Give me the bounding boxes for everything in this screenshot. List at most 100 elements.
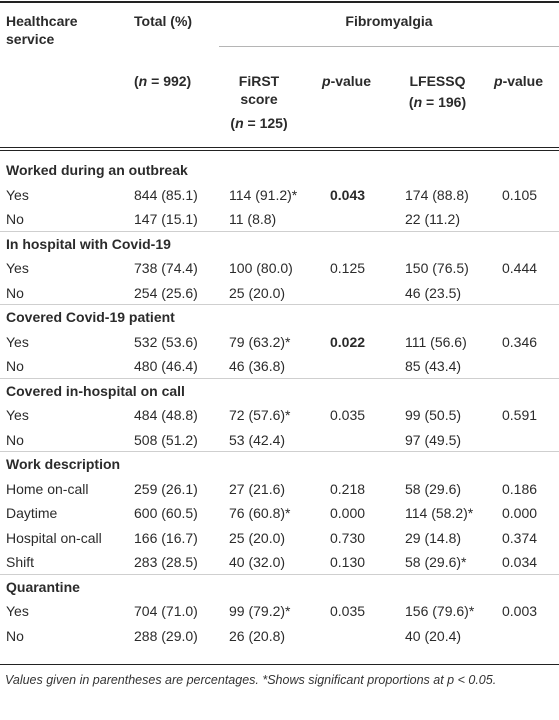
section-row: Worked during an outbreak [0, 158, 559, 182]
table-row: Yes 532 (53.6) 79 (63.2)* 0.022 111 (56.6) 0.… [0, 330, 559, 354]
header-rule-double [0, 150, 559, 151]
total-cell: 704 (71.0) [134, 603, 198, 619]
top-rule [0, 1, 559, 3]
p1-cell: 0.218 [330, 480, 366, 497]
row-label: Daytime [6, 505, 58, 521]
section-label: In hospital with Covid-19 [6, 235, 171, 252]
p2-cell: 0.346 [502, 333, 538, 350]
row-label: No [6, 211, 24, 227]
bottom-rule [0, 664, 559, 665]
first-cell: 79 (63.2)* [229, 333, 291, 350]
header-service: Healthcare service [6, 13, 78, 47]
lfessq-cell: 97 (49.5) [405, 431, 462, 448]
lfessq-cell: 58 (29.6)* [405, 554, 467, 570]
p2-cell: 0.186 [502, 480, 538, 497]
section-row: Covered Covid-19 patient [0, 305, 559, 329]
table-row: Hospital on-call 166 (16.7) 25 (20.0) 0.730… [0, 526, 559, 550]
table-row: No 480 (46.4) 46 (36.8) 85 (43.4) [0, 354, 559, 378]
first-cell: 11 (8.8) [229, 211, 277, 227]
first-cell: 40 (32.0) [229, 554, 286, 570]
header-lfessq: LFESSQ [409, 73, 466, 89]
total-cell: 844 (85.1) [134, 186, 198, 203]
section-label: Quarantine [6, 578, 80, 595]
section-separator [0, 573, 559, 575]
lfessq-cell: 99 (50.5) [405, 407, 462, 423]
row-label: Yes [6, 260, 29, 276]
row-label: Yes [6, 407, 29, 423]
section-separator [0, 451, 559, 452]
total-cell: 480 (46.4) [134, 358, 198, 374]
section-separator [0, 377, 559, 379]
p1-cell: 0.035 [330, 407, 366, 423]
p1-cell: 0.125 [330, 260, 366, 276]
total-cell: 283 (28.5) [134, 554, 198, 570]
lfessq-cell: 40 (20.4) [405, 627, 462, 644]
p2-cell: 0.444 [502, 260, 538, 276]
first-cell: 27 (21.6) [229, 480, 286, 497]
p1-cell: 0.035 [330, 603, 366, 619]
p1-cell: 0.043 [330, 186, 366, 203]
first-cell: 53 (42.4) [229, 431, 286, 448]
section-label: Covered Covid-19 patient [6, 309, 175, 325]
first-cell: 72 (57.6)* [229, 407, 291, 423]
p2-cell: 0.105 [502, 186, 538, 203]
p2-cell: 0.000 [502, 505, 538, 521]
section-row: Covered in-hospital on call [0, 379, 559, 403]
p2-cell: 0.591 [502, 407, 538, 423]
header-rule [0, 147, 559, 148]
section-label: Work description [6, 456, 121, 472]
first-cell: 26 (20.8) [229, 627, 286, 644]
section-label: Worked during an outbreak [6, 162, 188, 178]
total-cell: 508 (51.2) [134, 431, 198, 448]
table-row: Home on-call 259 (26.1) 27 (21.6) 0.218 58 (… [0, 477, 559, 501]
table-row: Yes 704 (71.0) 99 (79.2)* 0.035 156 (79.6)* 0… [0, 599, 559, 623]
total-cell: 532 (53.6) [134, 333, 198, 350]
total-cell: 600 (60.5) [134, 505, 198, 521]
header-lfessq-n: (n = 196) [408, 94, 467, 110]
header-total: Total (%) [134, 13, 193, 29]
row-label: No [6, 284, 24, 301]
total-cell: 738 (74.4) [134, 260, 198, 276]
table-row: Yes 844 (85.1) 114 (91.2)* 0.043 174 (88.8) 0… [0, 183, 559, 207]
section-label: Covered in-hospital on call [6, 382, 185, 399]
lfessq-cell: 114 (58.2)* [405, 505, 474, 521]
p1-cell: 0.000 [330, 505, 366, 521]
total-cell: 166 (16.7) [134, 529, 198, 546]
row-label: No [6, 627, 24, 644]
row-label: Yes [6, 186, 29, 203]
section-row: In hospital with Covid-19 [0, 232, 559, 256]
p2-cell: 0.003 [502, 603, 538, 619]
lfessq-cell: 156 (79.6)* [405, 603, 475, 619]
p2-cell: 0.374 [502, 529, 538, 546]
section-row: Work description [0, 452, 559, 476]
table-row: No 288 (29.0) 26 (20.8) 40 (20.4) [0, 624, 559, 648]
row-label: Shift [6, 554, 35, 570]
p1-cell: 0.130 [330, 554, 366, 570]
lfessq-cell: 150 (76.5) [405, 260, 469, 276]
header-fibromyalgia: Fibromyalgia [345, 13, 433, 29]
lfessq-cell: 29 (14.8) [405, 529, 462, 546]
row-label: Yes [6, 603, 29, 619]
table-row: Daytime 600 (60.5) 76 (60.8)* 0.000 114 (58.… [0, 501, 559, 525]
first-cell: 114 (91.2)* [229, 186, 298, 203]
p1-cell: 0.022 [330, 333, 366, 350]
lfessq-cell: 58 (29.6) [405, 480, 462, 497]
header-first-n: (n = 125) [230, 115, 288, 131]
header-total-n: (n = 992) [134, 73, 192, 89]
first-cell: 25 (20.0) [229, 529, 286, 546]
table-row: Yes 484 (48.8) 72 (57.6)* 0.035 99 (50.5) 0.5… [0, 403, 559, 427]
lfessq-cell: 46 (23.5) [405, 284, 462, 301]
section-row: Quarantine [0, 575, 559, 599]
first-cell: 76 (60.8)* [229, 505, 291, 521]
row-label: No [6, 358, 24, 374]
header-first: FiRST score [238, 73, 280, 107]
table-row: No 147 (15.1) 11 (8.8) 22 (11.2) [0, 207, 559, 231]
total-cell: 259 (26.1) [134, 480, 198, 497]
first-cell: 99 (79.2)* [229, 603, 291, 619]
first-cell: 100 (80.0) [229, 260, 293, 276]
total-cell: 288 (29.0) [134, 627, 198, 644]
header-p1: p-value [322, 73, 372, 89]
total-cell: 147 (15.1) [134, 211, 198, 227]
row-label: No [6, 431, 24, 448]
